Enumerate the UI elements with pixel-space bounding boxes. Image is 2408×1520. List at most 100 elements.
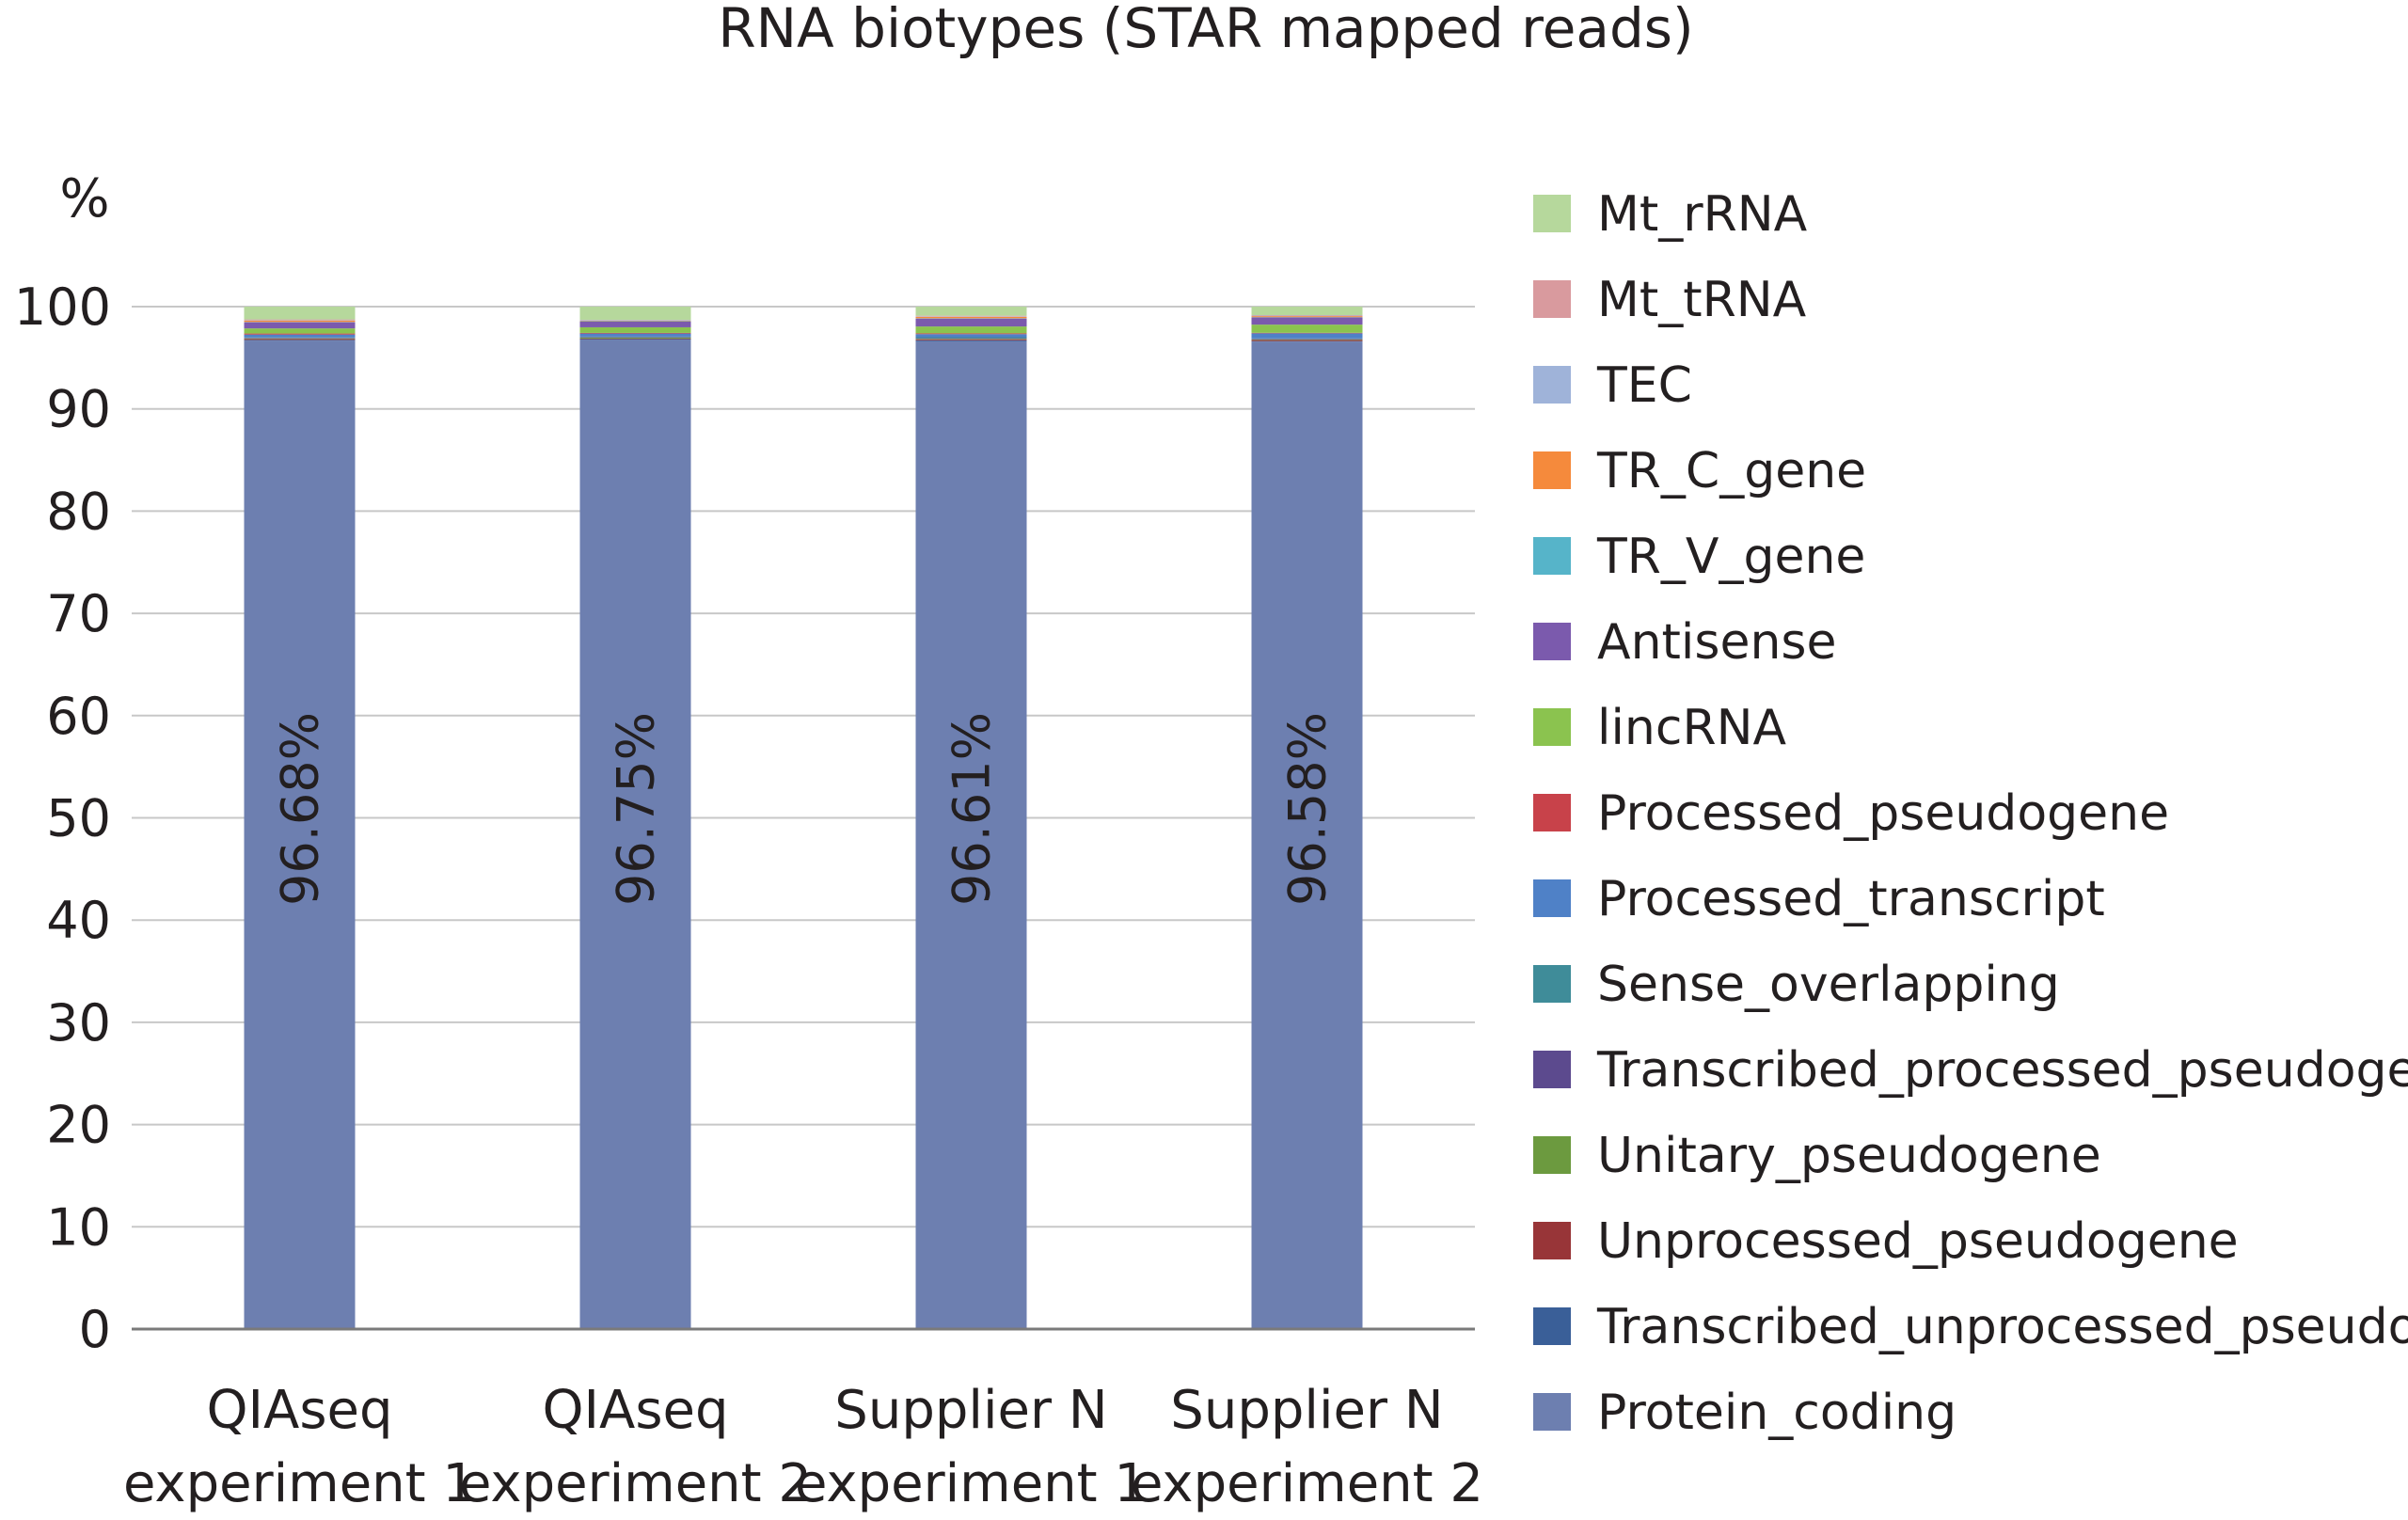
bar-segment-sense_overlapping: [915, 337, 1027, 339]
data-label: 96.68%: [271, 712, 330, 906]
y-tick-label: 60: [46, 687, 111, 746]
legend-swatch: [1533, 708, 1571, 746]
y-tick-label: 50: [46, 789, 111, 848]
bar-segment-tec: [579, 320, 691, 321]
bar-segment-mt_trna: [915, 315, 1027, 317]
bar-segment-mt_rrna: [579, 307, 691, 321]
bar-segment-sense_overlapping: [244, 337, 356, 339]
bar-segment-protein_coding: [579, 340, 691, 1329]
legend-swatch: [1533, 879, 1571, 917]
legend-label: TR_V_gene: [1596, 529, 1865, 585]
bar-segment-protein_coding: [1251, 341, 1363, 1329]
bar-segment-tr_c_gene: [915, 316, 1027, 319]
legend-label: Mt_tRNA: [1597, 272, 1807, 328]
bar-segment-lincrna: [1251, 325, 1363, 333]
bar-segment-tr_v_gene: [579, 321, 691, 322]
x-tick-label-line2: experiment 2: [1131, 1453, 1483, 1514]
chart-title: RNA biotypes (STAR mapped reads): [718, 0, 1693, 60]
data-label: 96.75%: [607, 712, 666, 906]
legend-swatch: [1533, 451, 1571, 489]
bar-segment-antisense: [915, 318, 1027, 327]
bar-segment-transcribed_unprocessed_pseudogene: [915, 340, 1027, 341]
bar-segment-tr_c_gene: [1251, 316, 1363, 318]
y-tick-label: 10: [46, 1197, 111, 1257]
bar-segment-processed_transcript: [1251, 333, 1363, 339]
legend-swatch: [1533, 965, 1571, 1003]
legend-label: Processed_transcript: [1597, 871, 2105, 927]
bar-segment-sense_overlapping: [1251, 338, 1363, 340]
bar-segment-unprocessed_pseudogene: [244, 339, 356, 340]
y-tick-label: 80: [46, 482, 111, 541]
bar-segment-tec: [244, 320, 356, 321]
x-tick-label-line1: Supplier N: [834, 1380, 1107, 1441]
x-tick-label-line2: experiment 2: [459, 1453, 812, 1514]
bar-segment-transcribed_processed_pseudogene: [244, 338, 356, 339]
bar-segment-transcribed_unprocessed_pseudogene: [579, 339, 691, 340]
bar-segment-antisense: [579, 321, 691, 327]
bar-segment-lincrna: [244, 328, 356, 334]
y-tick-label: 0: [79, 1300, 111, 1359]
legend-swatch: [1533, 280, 1571, 318]
legend-swatch: [1533, 1051, 1571, 1088]
legend-label: Processed_pseudogene: [1597, 785, 2169, 842]
bar-segment-processed_transcript: [244, 334, 356, 338]
y-tick-label: 30: [46, 993, 111, 1053]
bar-segment-processed_pseudogene: [579, 332, 691, 334]
bar-segment-mt_rrna: [244, 307, 356, 320]
bar-segment-tr_c_gene: [244, 320, 356, 323]
bar-segment-transcribed_processed_pseudogene: [1251, 339, 1363, 340]
x-tick-label-line1: Supplier N: [1170, 1380, 1443, 1441]
bar-segment-antisense: [244, 322, 356, 329]
legend-swatch: [1533, 195, 1571, 232]
data-label: 96.58%: [1278, 712, 1338, 906]
bar-segment-mt_rrna: [1251, 307, 1363, 316]
legend-swatch: [1533, 1393, 1571, 1431]
bar-segment-protein_coding: [244, 340, 356, 1330]
bar-segment-lincrna: [915, 326, 1027, 334]
bar-segment-transcribed_unprocessed_pseudogene: [1251, 340, 1363, 342]
y-tick-label: 100: [14, 277, 111, 337]
bar-segment-antisense: [1251, 317, 1363, 325]
legend-swatch: [1533, 366, 1571, 404]
y-tick-label: 70: [46, 584, 111, 643]
bar-segment-mt_trna: [244, 319, 356, 321]
bar-segment-unitary_pseudogene: [579, 337, 691, 339]
bar-segment-tr_c_gene: [579, 320, 691, 322]
bar-segment-processed_pseudogene: [1251, 332, 1363, 334]
legend-label: Mt_rRNA: [1597, 186, 1808, 243]
bar-segment-unprocessed_pseudogene: [579, 338, 691, 340]
y-tick-label: 40: [46, 891, 111, 950]
bar-segment-processed_transcript: [579, 333, 691, 337]
x-tick-label-line2: experiment 1: [795, 1453, 1148, 1514]
x-tick-label-line1: QIAseq: [542, 1380, 728, 1441]
data-label: 96.61%: [943, 712, 1002, 906]
legend-label: Unprocessed_pseudogene: [1597, 1213, 2239, 1270]
legend-label: TR_C_gene: [1596, 443, 1866, 499]
bar-segment-processed_transcript: [915, 334, 1027, 338]
legend-swatch: [1533, 1222, 1571, 1259]
bar-segment-mt_trna: [1251, 315, 1363, 316]
legend-label: Sense_overlapping: [1597, 957, 2060, 1013]
legend-label: Transcribed_unprocessed_pseudogene: [1596, 1299, 2408, 1355]
bar-segment-unitary_pseudogene: [915, 339, 1027, 340]
legend-swatch: [1533, 794, 1571, 831]
y-axis-label: %: [59, 168, 109, 230]
bar-segment-tec: [1251, 315, 1363, 317]
bar-segment-processed_pseudogene: [915, 333, 1027, 335]
bar-segment-transcribed_processed_pseudogene: [579, 337, 691, 338]
legend-swatch: [1533, 537, 1571, 575]
legend-swatch: [1533, 623, 1571, 660]
bar-segment-processed_pseudogene: [244, 333, 356, 335]
x-tick-label-line2: experiment 1: [123, 1453, 476, 1514]
bar-segment-tec: [915, 316, 1027, 317]
legend-swatch: [1533, 1307, 1571, 1345]
legend-label: Unitary_pseudogene: [1597, 1128, 2101, 1184]
bar-segment-lincrna: [579, 326, 691, 333]
bar-segment-sense_overlapping: [579, 336, 691, 338]
legend-label: Transcribed_processed_pseudogene: [1596, 1042, 2408, 1099]
bar-segment-transcribed_processed_pseudogene: [915, 338, 1027, 340]
y-tick-label: 90: [46, 380, 111, 439]
y-tick-label: 20: [46, 1096, 111, 1155]
legend-label: lincRNA: [1597, 700, 1786, 756]
